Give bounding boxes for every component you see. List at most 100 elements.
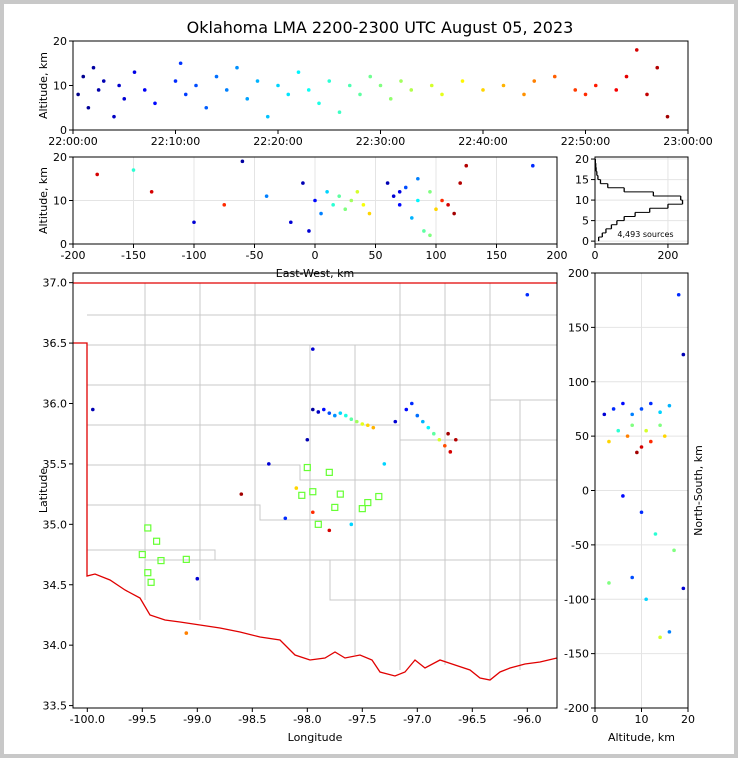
source-point bbox=[344, 413, 348, 418]
source-point bbox=[378, 83, 383, 88]
y-tick-label: 50 bbox=[575, 430, 589, 443]
station-marker bbox=[157, 556, 165, 565]
source-point bbox=[239, 492, 244, 496]
source-point bbox=[593, 83, 598, 88]
source-point bbox=[117, 83, 121, 88]
source-point bbox=[448, 450, 453, 454]
source-point bbox=[96, 88, 101, 92]
source-point bbox=[522, 92, 526, 97]
source-point bbox=[428, 190, 432, 194]
source-point bbox=[552, 74, 557, 79]
source-point bbox=[319, 211, 323, 216]
source-point bbox=[358, 92, 362, 97]
x-tick-label: 200 bbox=[657, 249, 678, 262]
county-line bbox=[87, 549, 557, 561]
x-tick-label: 0 bbox=[592, 713, 599, 726]
x-axis-label: Altitude, km bbox=[608, 731, 675, 744]
source-point bbox=[311, 347, 315, 351]
source-point bbox=[327, 79, 332, 83]
source-point bbox=[607, 439, 611, 444]
figure-background bbox=[4, 4, 734, 754]
source-point bbox=[255, 79, 260, 83]
source-point bbox=[132, 70, 137, 74]
y-tick-label: 20 bbox=[53, 35, 67, 48]
source-point bbox=[235, 65, 239, 70]
source-point bbox=[573, 88, 578, 92]
y-tick-label: 5 bbox=[582, 215, 589, 228]
x-tick-label: -200 bbox=[61, 249, 86, 262]
source-point bbox=[366, 423, 370, 428]
source-point bbox=[645, 92, 649, 97]
station-marker bbox=[336, 490, 344, 498]
y-tick-label: 100 bbox=[568, 376, 589, 389]
x-tick-label: 22:30:00 bbox=[356, 135, 405, 148]
source-point bbox=[416, 176, 420, 181]
station-marker bbox=[358, 505, 366, 513]
source-point bbox=[602, 412, 607, 417]
source-point bbox=[531, 163, 535, 168]
x-tick-label: -97.5 bbox=[348, 713, 376, 726]
x-tick-label: 50 bbox=[369, 249, 383, 262]
source-point bbox=[184, 631, 189, 635]
y-tick-label: -150 bbox=[564, 648, 589, 661]
source-point bbox=[658, 410, 662, 415]
y-tick-label: 200 bbox=[568, 267, 589, 280]
x-tick-label: -150 bbox=[121, 249, 146, 262]
state-border bbox=[73, 342, 558, 681]
axes-frame bbox=[72, 272, 558, 709]
source-point bbox=[214, 74, 219, 79]
y-tick-label: -50 bbox=[571, 539, 589, 552]
y-tick-label: 34.5 bbox=[43, 579, 68, 592]
source-point bbox=[452, 211, 456, 216]
source-point bbox=[101, 79, 106, 83]
x-tick-label: 100 bbox=[426, 249, 447, 262]
source-point bbox=[644, 597, 648, 602]
source-point bbox=[337, 110, 342, 114]
x-axis-label: Longitude bbox=[288, 731, 343, 744]
y-tick-label: 10 bbox=[53, 195, 67, 208]
source-point bbox=[294, 486, 299, 490]
y-tick-label: 36.5 bbox=[43, 337, 68, 350]
source-point bbox=[311, 510, 315, 515]
axes-frame bbox=[72, 156, 558, 245]
y-tick-label: -100 bbox=[564, 593, 589, 606]
source-point bbox=[333, 413, 337, 418]
y-tick-label: 0 bbox=[582, 485, 589, 498]
source-point bbox=[301, 181, 305, 185]
source-point bbox=[368, 74, 373, 79]
y-axis-label: Altitude, km bbox=[37, 167, 50, 234]
x-tick-label: 0 bbox=[592, 249, 599, 262]
source-point bbox=[404, 407, 409, 412]
source-point bbox=[397, 190, 402, 194]
source-point bbox=[173, 79, 178, 83]
source-point bbox=[355, 419, 359, 424]
source-point bbox=[95, 172, 99, 177]
station-marker bbox=[309, 488, 317, 496]
source-point bbox=[658, 423, 662, 428]
source-point bbox=[583, 92, 588, 97]
source-point bbox=[614, 88, 619, 92]
x-tick-label: 150 bbox=[486, 249, 507, 262]
source-point bbox=[264, 194, 269, 198]
source-point bbox=[630, 575, 634, 580]
source-point bbox=[153, 101, 157, 106]
source-point bbox=[194, 83, 198, 88]
source-point bbox=[112, 114, 116, 119]
source-point bbox=[399, 79, 403, 83]
x-tick-label: -97.0 bbox=[403, 713, 431, 726]
x-tick-label: 10 bbox=[635, 713, 649, 726]
source-point bbox=[76, 92, 80, 97]
x-tick-label: 0 bbox=[312, 249, 319, 262]
station-marker bbox=[144, 524, 152, 532]
source-point bbox=[634, 48, 639, 52]
source-point bbox=[667, 630, 672, 634]
x-tick-label: -100.0 bbox=[70, 713, 105, 726]
county-line bbox=[87, 464, 557, 481]
y-tick-label: 10 bbox=[53, 80, 67, 93]
source-point bbox=[305, 437, 310, 442]
source-point bbox=[313, 198, 317, 203]
source-point bbox=[361, 203, 366, 207]
annotation: 4,493 sources bbox=[617, 230, 673, 239]
source-point bbox=[443, 443, 447, 448]
y-axis-label: Latitude bbox=[37, 468, 50, 514]
